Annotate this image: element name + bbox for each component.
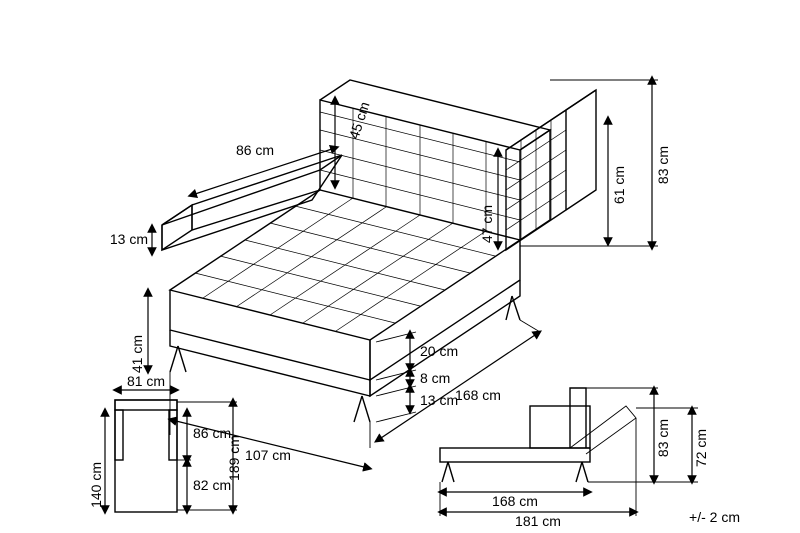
dim-overall-depth: 168 cm [455,387,501,403]
dim-armrest-thickness: 13 cm [110,231,148,247]
dim-side-depth-folded: 168 cm [492,493,538,509]
tolerance-note: +/- 2 cm [689,509,740,525]
dim-side-h-up: 83 cm [655,419,671,457]
dim-leg-clear: 13 cm [420,392,458,408]
dim-overall-width: 107 cm [245,447,291,463]
dim-top-width: 81 cm [127,373,165,389]
dimension-diagram: 86 cm 13 cm 45 cm 47 cm 61 cm 83 cm 41 c… [0,0,800,533]
dim-seat-front: 41 cm [129,335,145,373]
dim-top-overall-length: 189 cm [226,435,242,481]
chaise-isometric: 86 cm 13 cm 45 cm 47 cm 61 cm 83 cm 41 c… [110,80,671,468]
dim-seat-cushion: 20 cm [420,343,458,359]
dim-side-h-recline: 72 cm [693,429,709,467]
dim-side-mid: 61 cm [611,166,627,204]
dim-side-depth-open: 181 cm [515,513,561,529]
dim-overall-height: 83 cm [655,146,671,184]
top-view: 81 cm 140 cm 86 cm 82 cm 189 cm [88,373,242,512]
dim-side-inner: 47 cm [479,205,495,243]
dim-frame: 8 cm [420,370,450,386]
dim-armrest-length: 86 cm [236,142,274,158]
dim-backrest-height: 45 cm [346,100,373,141]
side-view: 168 cm 181 cm 83 cm 72 cm [440,388,709,529]
dim-top-inner-length: 140 cm [88,462,104,508]
